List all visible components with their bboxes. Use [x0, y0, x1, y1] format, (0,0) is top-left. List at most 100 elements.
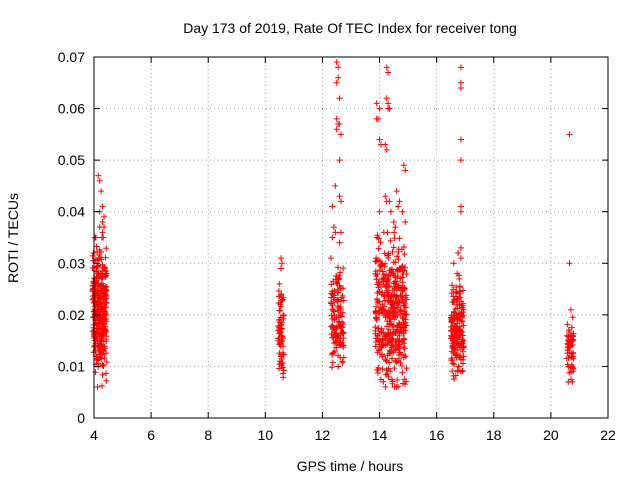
data-point — [457, 203, 464, 210]
cluster-20.7h-point — [569, 363, 576, 370]
cluster-4h-point — [92, 297, 99, 304]
data-point — [99, 203, 106, 210]
cluster-4h-point — [99, 361, 106, 368]
data-point — [336, 121, 343, 128]
cluster-14.3h-point — [389, 338, 396, 345]
cluster-12.5h-point — [334, 323, 341, 330]
data-point — [457, 136, 464, 143]
cluster-14.3h-point — [376, 258, 383, 265]
cluster-10.5h-point — [280, 312, 287, 319]
cluster-10.5h-point — [276, 293, 283, 300]
cluster-16.8h-point — [454, 368, 461, 375]
cluster-16.8h-point — [459, 348, 466, 355]
cluster-20.7h-point — [566, 369, 573, 376]
cluster-14.3h-point — [403, 365, 410, 372]
cluster-16.8h-point — [459, 360, 466, 367]
cluster-20.7h-point — [565, 333, 572, 340]
grid — [94, 57, 608, 418]
data-point — [385, 100, 392, 107]
cluster-14.3h-point — [386, 347, 393, 354]
data-point — [375, 115, 382, 122]
cluster-14.3h-point — [380, 329, 387, 336]
cluster-14.3h-point — [381, 332, 388, 339]
cluster-12.5h-point — [339, 292, 346, 299]
cluster-4h-point — [94, 263, 101, 270]
data-point — [396, 198, 403, 205]
cluster-12.5h-point — [332, 276, 339, 283]
cluster-16.8h-point — [453, 284, 460, 291]
cluster-14.3h-point — [384, 308, 391, 315]
data-point — [399, 208, 406, 215]
cluster-14.3h-point — [401, 336, 408, 343]
cluster-12.5h-point — [339, 358, 346, 365]
cluster-14.3h-point — [382, 314, 389, 321]
cluster-14.3h-point — [378, 261, 385, 268]
cluster-10.5h-point — [276, 327, 283, 334]
cluster-14.3h-point — [385, 250, 392, 257]
data-point — [395, 203, 402, 210]
cluster-12.5h-point — [328, 323, 335, 330]
cluster-14.3h-point — [396, 321, 403, 328]
y-tick-label: 0.01 — [58, 358, 85, 374]
cluster-4h-point — [99, 327, 106, 334]
cluster-14.3h-point — [376, 307, 383, 314]
cluster-4h-point — [93, 329, 100, 336]
cluster-20.7h-point — [569, 332, 576, 339]
cluster-4h-point — [97, 316, 104, 323]
cluster-10.5h-point — [275, 288, 282, 295]
cluster-14.3h-point — [384, 352, 391, 359]
cluster-14.3h-point — [373, 316, 380, 323]
cluster-12.5h-point — [337, 324, 344, 331]
cluster-20.7h-point — [565, 327, 572, 334]
cluster-14.3h-point — [396, 299, 403, 306]
cluster-12.5h-point — [337, 354, 344, 361]
data-point — [100, 213, 107, 220]
cluster-12.5h-point — [335, 363, 342, 370]
y-tick-label: 0.05 — [58, 152, 85, 168]
cluster-12.5h-point — [337, 306, 344, 313]
cluster-12.5h-point — [336, 272, 343, 279]
cluster-16.8h-point — [452, 352, 459, 359]
cluster-14.3h-point — [380, 378, 387, 385]
cluster-14.3h-point — [392, 278, 399, 285]
data-point — [455, 249, 462, 256]
data-point — [328, 255, 335, 262]
data-point — [333, 126, 340, 133]
cluster-16.8h-point — [450, 376, 457, 383]
cluster-12.5h-point — [340, 297, 347, 304]
cluster-14.3h-point — [387, 337, 394, 344]
cluster-4h-point — [89, 264, 96, 271]
cluster-14.3h-point — [381, 292, 388, 299]
cluster-14.3h-point — [374, 232, 381, 239]
cluster-14.3h-point — [393, 358, 400, 365]
data-point — [332, 182, 339, 189]
cluster-16.8h-point — [451, 361, 458, 368]
cluster-16.8h-point — [459, 332, 466, 339]
cluster-4h-point — [90, 321, 97, 328]
cluster-14.3h-point — [395, 256, 402, 263]
cluster-16.8h-point — [460, 322, 467, 329]
cluster-12.5h-point — [331, 331, 338, 338]
cluster-14.3h-point — [372, 343, 379, 350]
cluster-16.8h-point — [448, 355, 455, 362]
cluster-12.5h-point — [340, 342, 347, 349]
cluster-14.3h-point — [383, 271, 390, 278]
cluster-10.5h-point — [280, 367, 287, 374]
cluster-12.5h-point — [340, 330, 347, 337]
cluster-14.3h-point — [382, 371, 389, 378]
data-point — [336, 157, 343, 164]
data-point — [566, 131, 573, 138]
cluster-14.3h-point — [401, 310, 408, 317]
cluster-14.3h-point — [388, 355, 395, 362]
cluster-12.5h-point — [336, 318, 343, 325]
cluster-14.3h-point — [374, 290, 381, 297]
cluster-4h-point — [90, 293, 97, 300]
cluster-14.3h-point — [399, 287, 406, 294]
cluster-4h-point — [100, 317, 107, 324]
cluster-14.3h-point — [378, 351, 385, 358]
data-point — [386, 105, 393, 112]
cluster-12.5h-point — [332, 333, 339, 340]
cluster-14.3h-point — [402, 300, 409, 307]
x-tick-label: 22 — [600, 427, 616, 443]
cluster-14.3h-point — [396, 308, 403, 315]
